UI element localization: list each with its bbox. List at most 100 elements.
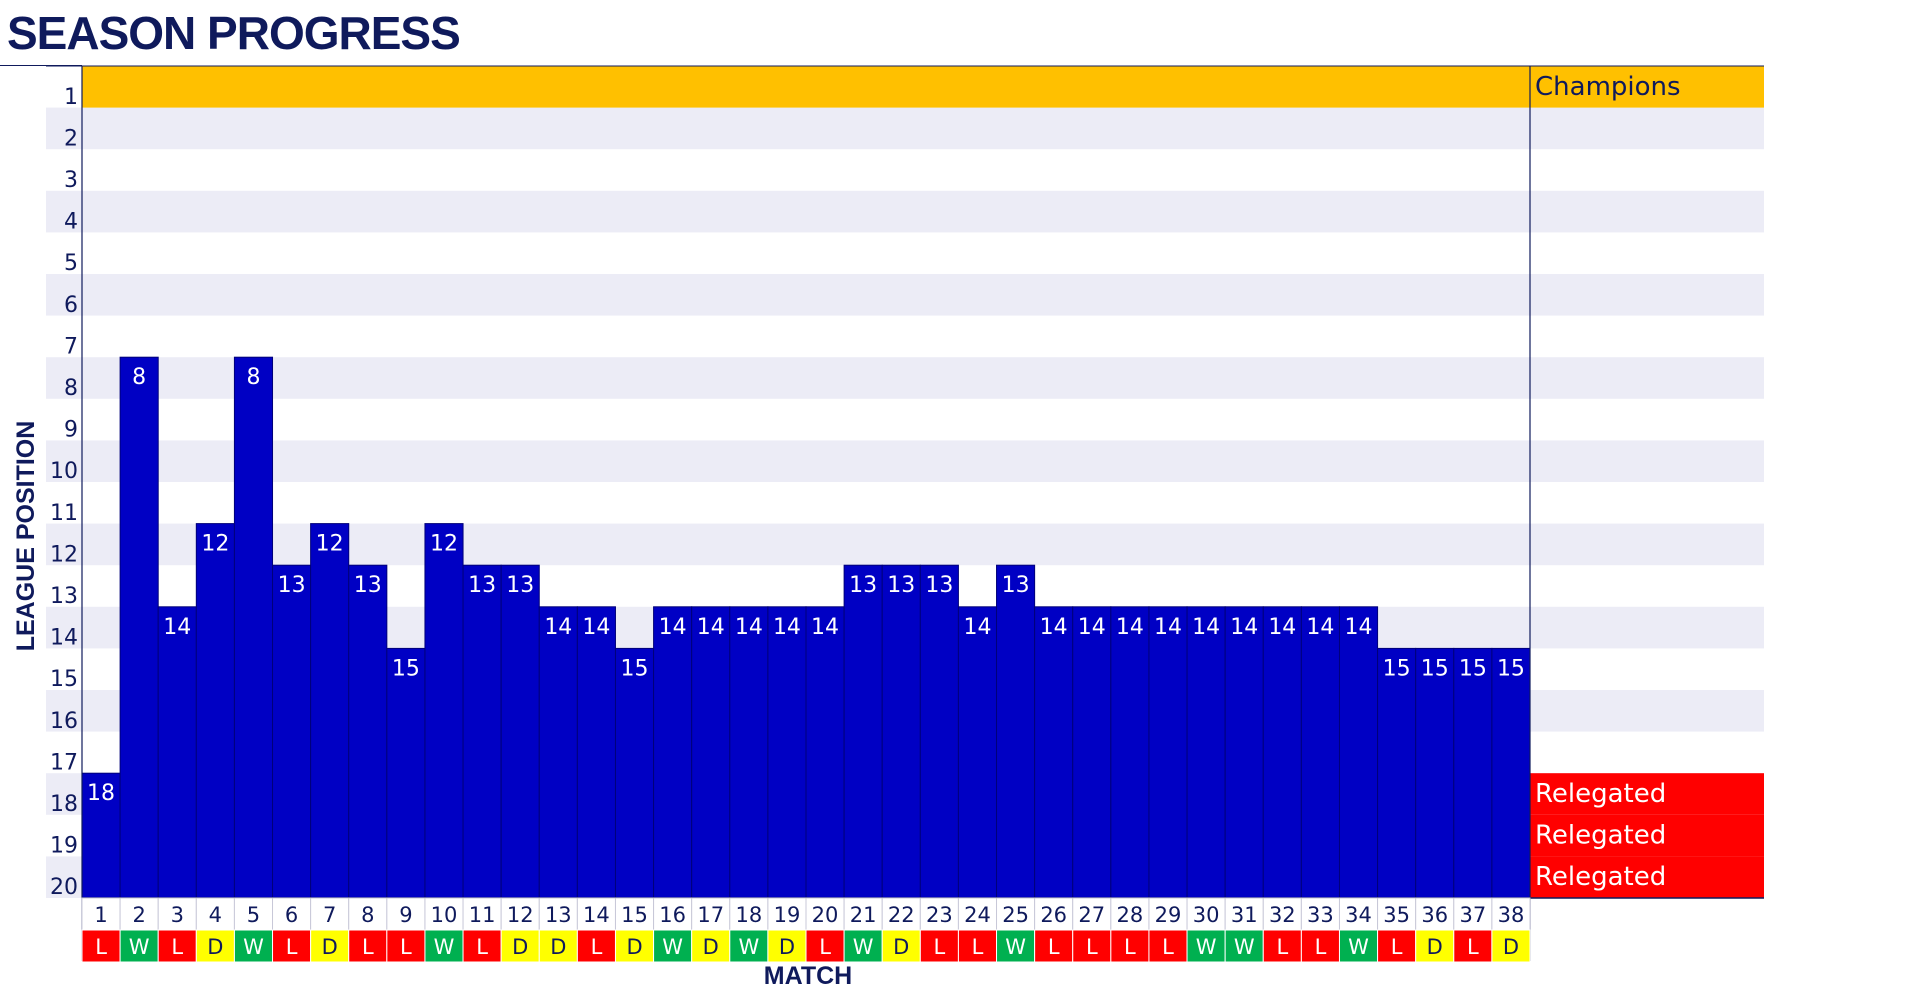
result-label-3: L <box>171 935 183 959</box>
bar-label-match-29: 14 <box>1154 615 1182 640</box>
result-label-11: L <box>476 935 488 959</box>
zone-bands: Champions Relegated Relegated Relegated <box>82 66 1764 898</box>
bar-match-33 <box>1300 606 1340 899</box>
bar-label-match-35: 15 <box>1383 656 1411 681</box>
result-label-27: L <box>1086 935 1098 959</box>
result-cell-20 <box>805 929 845 963</box>
result-cell-35 <box>1377 929 1417 963</box>
y-tick-label-18: 18 <box>50 792 78 817</box>
match-cell-25 <box>996 897 1036 931</box>
result-label-20: L <box>819 935 831 959</box>
x-tick-label-15: 15 <box>621 903 648 927</box>
result-cell-4 <box>195 929 235 963</box>
result-label-36: D <box>1427 935 1443 959</box>
bar-match-22 <box>881 564 921 899</box>
y-tick-label-5: 5 <box>64 251 78 276</box>
bar-label-match-9: 15 <box>392 656 420 681</box>
result-label-28: L <box>1124 935 1136 959</box>
bar-label-match-1: 18 <box>87 781 115 806</box>
result-cell-18 <box>729 929 769 963</box>
bar-match-12 <box>500 564 540 899</box>
x-tick-label-28: 28 <box>1117 903 1144 927</box>
result-label-2: W <box>129 935 150 959</box>
champions-zone-label: Champions <box>1535 72 1681 102</box>
bar-match-35 <box>1377 647 1417 899</box>
result-label-19: D <box>779 935 795 959</box>
bar-label-match-16: 14 <box>659 615 687 640</box>
bar-label-match-22: 13 <box>887 573 915 598</box>
bar-label-match-27: 14 <box>1078 615 1106 640</box>
bar-match-3 <box>157 606 197 899</box>
bar-label-match-36: 15 <box>1421 656 1449 681</box>
result-cell-3 <box>157 929 197 963</box>
match-cell-26 <box>1034 897 1074 931</box>
relegated-zone-label: Relegated <box>1535 821 1666 851</box>
result-label-25: W <box>1005 935 1026 959</box>
bar-match-8 <box>348 564 388 899</box>
match-cell-14 <box>576 897 616 931</box>
row-stripe-10 <box>46 440 1764 482</box>
y-tick-label-13: 13 <box>50 584 78 609</box>
bar-label-match-14: 14 <box>582 615 610 640</box>
bar-match-18 <box>729 606 769 899</box>
bar-label-match-6: 13 <box>278 573 306 598</box>
result-label-14: L <box>591 935 603 959</box>
bar-label-match-13: 14 <box>544 615 572 640</box>
x-tick-label-5: 5 <box>247 903 260 927</box>
result-cell-11 <box>462 929 502 963</box>
row-stripe-8 <box>46 357 1764 399</box>
bar-label-match-31: 14 <box>1230 615 1258 640</box>
y-tick-label-19: 19 <box>50 834 78 859</box>
result-cell-28 <box>1110 929 1150 963</box>
result-cell-34 <box>1338 929 1379 963</box>
y-tick-label-17: 17 <box>50 750 78 775</box>
y-tick-label-11: 11 <box>50 501 78 526</box>
result-cell-17 <box>691 929 731 963</box>
x-tick-label-24: 24 <box>964 903 991 927</box>
y-tick-label-12: 12 <box>50 542 78 567</box>
result-label-22: D <box>893 935 909 959</box>
bar-label-match-15: 15 <box>621 656 649 681</box>
match-cell-1 <box>81 897 121 931</box>
result-label-32: L <box>1276 935 1288 959</box>
result-cell-6 <box>272 929 312 963</box>
x-tick-label-36: 36 <box>1421 903 1448 927</box>
bar-label-match-10: 12 <box>430 532 458 557</box>
y-tick-label-8: 8 <box>64 376 78 401</box>
bar-match-17 <box>691 606 731 899</box>
result-cell-5 <box>233 929 274 963</box>
bar-match-31 <box>1224 606 1264 899</box>
result-label-4: D <box>207 935 223 959</box>
bar-label-match-33: 14 <box>1306 615 1334 640</box>
match-cell-15 <box>614 897 655 931</box>
x-tick-label-1: 1 <box>94 903 107 927</box>
row-stripe-2 <box>46 107 1764 150</box>
y-tick-label-4: 4 <box>64 210 78 235</box>
bar-label-match-32: 14 <box>1268 615 1296 640</box>
result-cell-22 <box>881 929 921 963</box>
result-cell-25 <box>996 929 1036 963</box>
bar-match-23 <box>919 564 959 899</box>
bar-match-15 <box>614 647 655 899</box>
bars-layer: 18 8 14 12 8 13 12 13 15 12 13 13 14 14 15 14 14 14 14 14 13… <box>81 356 1531 899</box>
bar-label-match-7: 12 <box>316 532 344 557</box>
bar-match-21 <box>843 564 883 899</box>
match-cell-35 <box>1377 897 1417 931</box>
match-cell-17 <box>691 897 731 931</box>
bar-label-match-4: 12 <box>201 532 229 557</box>
bar-label-match-37: 15 <box>1459 656 1487 681</box>
result-cell-15 <box>614 929 655 963</box>
bar-match-38 <box>1491 647 1531 899</box>
bar-label-match-19: 14 <box>773 615 801 640</box>
match-cell-6 <box>272 897 312 931</box>
bar-label-match-24: 14 <box>963 615 991 640</box>
result-label-15: D <box>626 935 642 959</box>
bar-label-match-8: 13 <box>354 573 382 598</box>
bar-match-13 <box>538 606 578 899</box>
result-label-34: W <box>1348 935 1369 959</box>
bar-match-27 <box>1072 606 1112 899</box>
result-cell-27 <box>1072 929 1112 963</box>
result-cell-30 <box>1186 929 1226 963</box>
bar-label-match-11: 13 <box>468 573 496 598</box>
x-tick-label-13: 13 <box>545 903 572 927</box>
